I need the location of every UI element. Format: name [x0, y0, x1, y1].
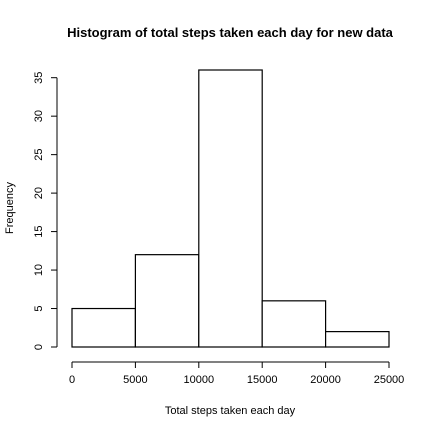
x-axis: 0 5000 10000 15000 20000 25000 — [69, 361, 405, 386]
x-tick-label: 25000 — [374, 374, 405, 386]
y-tick-label: 5 — [33, 305, 45, 311]
y-tick-label: 30 — [33, 110, 45, 122]
y-tick-label: 35 — [33, 72, 45, 84]
y-tick-label: 25 — [33, 149, 45, 161]
histogram-bar — [134, 254, 200, 348]
y-tick-label: 0 — [33, 344, 45, 350]
histogram-bar — [261, 300, 327, 348]
x-tick-label: 15000 — [247, 374, 278, 386]
x-axis-label: Total steps taken each day — [165, 405, 296, 417]
histogram-bar — [71, 307, 137, 348]
x-tick-label: 0 — [69, 374, 75, 386]
y-tick-label: 10 — [33, 264, 45, 276]
y-tick-label: 20 — [33, 187, 45, 199]
y-axis-label: Frequency — [4, 182, 16, 234]
x-tick-label: 5000 — [123, 374, 147, 386]
x-tick-label: 20000 — [310, 374, 341, 386]
y-tick-label: 15 — [33, 225, 45, 237]
histogram-bar — [198, 69, 263, 348]
y-axis: 0 5 10 15 20 25 30 35 — [33, 72, 58, 350]
x-tick-label: 10000 — [184, 374, 215, 386]
bars-group — [71, 69, 390, 348]
chart-title: Histogram of total steps taken each day … — [67, 25, 394, 40]
histogram-bar — [325, 331, 390, 348]
